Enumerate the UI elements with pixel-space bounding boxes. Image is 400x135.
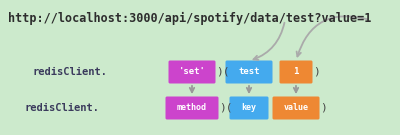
FancyBboxPatch shape bbox=[166, 97, 218, 119]
Text: value: value bbox=[284, 104, 308, 112]
Text: key: key bbox=[242, 104, 256, 112]
Text: method: method bbox=[177, 104, 207, 112]
Text: ): ) bbox=[320, 103, 327, 113]
Text: )(: )( bbox=[219, 103, 232, 113]
Text: redisClient.: redisClient. bbox=[33, 67, 108, 77]
FancyBboxPatch shape bbox=[226, 60, 272, 84]
Text: http://localhost:3000/api/spotify/data/test?value=1: http://localhost:3000/api/spotify/data/t… bbox=[8, 12, 371, 25]
Text: )(: )( bbox=[216, 67, 230, 77]
Text: test: test bbox=[238, 68, 260, 77]
FancyBboxPatch shape bbox=[272, 97, 320, 119]
FancyBboxPatch shape bbox=[230, 97, 268, 119]
Text: 'set': 'set' bbox=[178, 68, 206, 77]
FancyBboxPatch shape bbox=[168, 60, 216, 84]
Text: redisClient.: redisClient. bbox=[25, 103, 100, 113]
Text: 1: 1 bbox=[293, 68, 299, 77]
Text: ): ) bbox=[313, 67, 320, 77]
FancyBboxPatch shape bbox=[280, 60, 312, 84]
